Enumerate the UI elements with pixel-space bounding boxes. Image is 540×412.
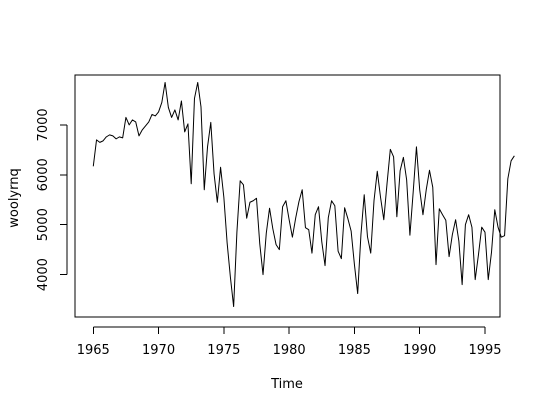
x-tick-label-1990: 1990 xyxy=(403,343,436,358)
x-tick-label-1975: 1975 xyxy=(207,343,240,358)
y-tick-label-6000: 6000 xyxy=(36,158,51,191)
series-line-0 xyxy=(92,81,515,308)
x-axis: 1965 1970 1975 1980 1985 1990 1995 xyxy=(77,326,502,358)
y-axis: 4000 5000 6000 7000 xyxy=(36,108,68,291)
plot-box xyxy=(74,74,501,318)
x-tick-label-1980: 1980 xyxy=(273,343,306,358)
plot-frame-group xyxy=(74,74,501,318)
x-axis-title: Time xyxy=(270,377,303,392)
x-tick-label-1985: 1985 xyxy=(338,343,371,358)
x-tick-label-1965: 1965 xyxy=(77,343,110,358)
x-tick-label-1970: 1970 xyxy=(142,343,175,358)
y-tick-label-4000: 4000 xyxy=(36,258,51,291)
series-group xyxy=(92,81,515,308)
y-axis-title: woolyrnq xyxy=(7,168,22,227)
y-tick-label-5000: 5000 xyxy=(36,208,51,241)
x-tick-label-1995: 1995 xyxy=(468,343,501,358)
y-tick-label-7000: 7000 xyxy=(36,108,51,141)
